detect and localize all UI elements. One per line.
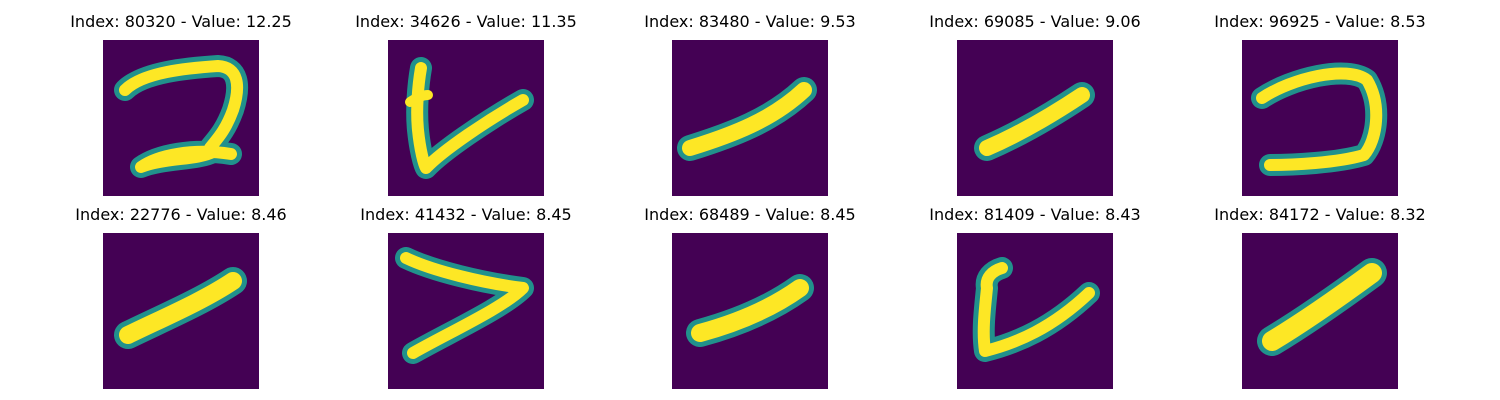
digit-image: [672, 233, 828, 389]
panel-title: Index: 81409 - Value: 8.43: [929, 205, 1141, 224]
digit-image: [388, 40, 544, 196]
panel-2: Index: 34626 - Value: 11.35: [355, 12, 577, 198]
reversed-c-image: [1242, 40, 1398, 196]
panel-8: Index: 68489 - Value: 8.45: [644, 205, 856, 391]
digit-image: [103, 40, 259, 196]
greater-than-image: [388, 233, 544, 389]
digit-image: [957, 40, 1113, 196]
digit-image: [957, 233, 1113, 389]
panel-title: Index: 34626 - Value: 11.35: [355, 12, 577, 31]
panel-title: Index: 96925 - Value: 8.53: [1214, 12, 1426, 31]
panel-9: Index: 81409 - Value: 8.43: [929, 205, 1141, 391]
u-stroke-image: [957, 233, 1113, 389]
panel-1: Index: 80320 - Value: 12.25: [70, 12, 292, 198]
diagonal-stroke-image: [672, 40, 828, 196]
panel-7: Index: 41432 - Value: 8.45: [360, 205, 572, 391]
digit-image: [1242, 233, 1398, 389]
panel-4: Index: 69085 - Value: 9.06: [929, 12, 1141, 198]
panel-title: Index: 80320 - Value: 12.25: [70, 12, 292, 31]
panel-title: Index: 68489 - Value: 8.45: [644, 205, 856, 224]
panel-title: Index: 22776 - Value: 8.46: [75, 205, 287, 224]
panel-title: Index: 69085 - Value: 9.06: [929, 12, 1141, 31]
panel-10: Index: 84172 - Value: 8.32: [1214, 205, 1426, 391]
panel-3: Index: 83480 - Value: 9.53: [644, 12, 856, 198]
digit-image: [672, 40, 828, 196]
panel-6: Index: 22776 - Value: 8.46: [75, 205, 287, 391]
panel-title: Index: 84172 - Value: 8.32: [1214, 205, 1426, 224]
short-diagonal-stroke-image: [957, 40, 1113, 196]
diagonal-stroke-image: [103, 233, 259, 389]
diagonal-stroke-image: [1242, 233, 1398, 389]
diagonal-stroke-image: [672, 233, 828, 389]
digit-image: [388, 233, 544, 389]
digit-2-image: [103, 40, 259, 196]
panel-title: Index: 41432 - Value: 8.45: [360, 205, 572, 224]
panel-title: Index: 83480 - Value: 9.53: [644, 12, 856, 31]
panel-5: Index: 96925 - Value: 8.53: [1214, 12, 1426, 198]
digit-image: [103, 233, 259, 389]
digit-image: [1242, 40, 1398, 196]
check-stroke-image: [388, 40, 544, 196]
